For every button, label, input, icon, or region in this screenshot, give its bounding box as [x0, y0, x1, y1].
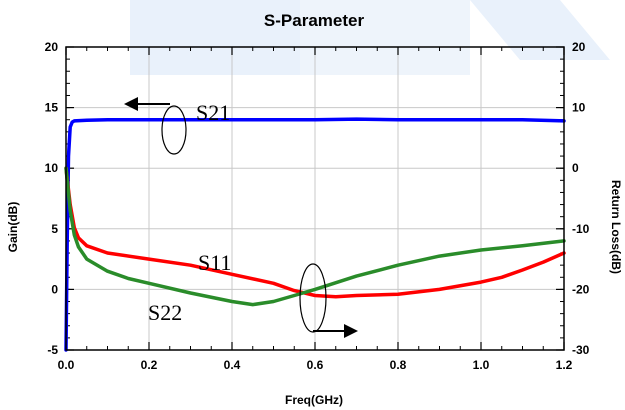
- chart-title: S-Parameter: [264, 11, 365, 30]
- s21-arrowhead: [124, 97, 138, 111]
- y-tick-label: 15: [45, 101, 59, 115]
- y2-tick-label: 0: [572, 161, 579, 175]
- x-tick-label: 0.2: [141, 358, 158, 372]
- x-tick-label: 1.2: [556, 358, 573, 372]
- y-tick-label: 5: [51, 222, 58, 236]
- tick-labels: 0.0 0.2 0.4 0.6 0.8 1.0 1.2 -5 0 5 10 15 20 -30 -20 -10…: [45, 40, 590, 372]
- s11-s22-ellipse: [299, 263, 327, 333]
- y-axis-title: Gain(dB): [6, 202, 20, 253]
- y-tick-label: 0: [51, 282, 58, 296]
- x-tick-label: 0.8: [390, 358, 407, 372]
- annotations: S21 S11 S22: [124, 97, 358, 338]
- x-tick-label: 0.0: [58, 358, 75, 372]
- x-tick-label: 0.6: [307, 358, 324, 372]
- y2-tick-label: 10: [572, 101, 586, 115]
- series-line-s11: [64, 166, 566, 299]
- s22-label: S22: [148, 300, 182, 325]
- y2-tick-label: 20: [572, 40, 586, 54]
- x-tick-label: 0.4: [224, 358, 241, 372]
- background-watermark: [130, 0, 610, 75]
- series-lines: [64, 117, 566, 352]
- x-tick-label: 1.0: [473, 358, 490, 372]
- y2-tick-label: -30: [572, 343, 590, 357]
- y2-tick-label: -10: [572, 222, 590, 236]
- grid-lines: [65, 46, 565, 351]
- s21-ellipse: [161, 105, 187, 155]
- series-line-s22: [64, 166, 566, 307]
- y2-axis-title: Return Loss(dB): [609, 180, 623, 274]
- y-tick-label: 10: [45, 161, 59, 175]
- series-line-s21: [64, 117, 566, 352]
- x-axis-title: Freq(GHz): [285, 393, 343, 407]
- y-tick-label: 20: [45, 40, 59, 54]
- y-tick-label: -5: [47, 343, 58, 357]
- s11-label: S11: [198, 250, 231, 275]
- plot-frame: [65, 46, 565, 351]
- s21-label: S21: [196, 100, 230, 125]
- y2-tick-label: -20: [572, 282, 590, 296]
- s11-s22-arrowhead: [344, 324, 358, 338]
